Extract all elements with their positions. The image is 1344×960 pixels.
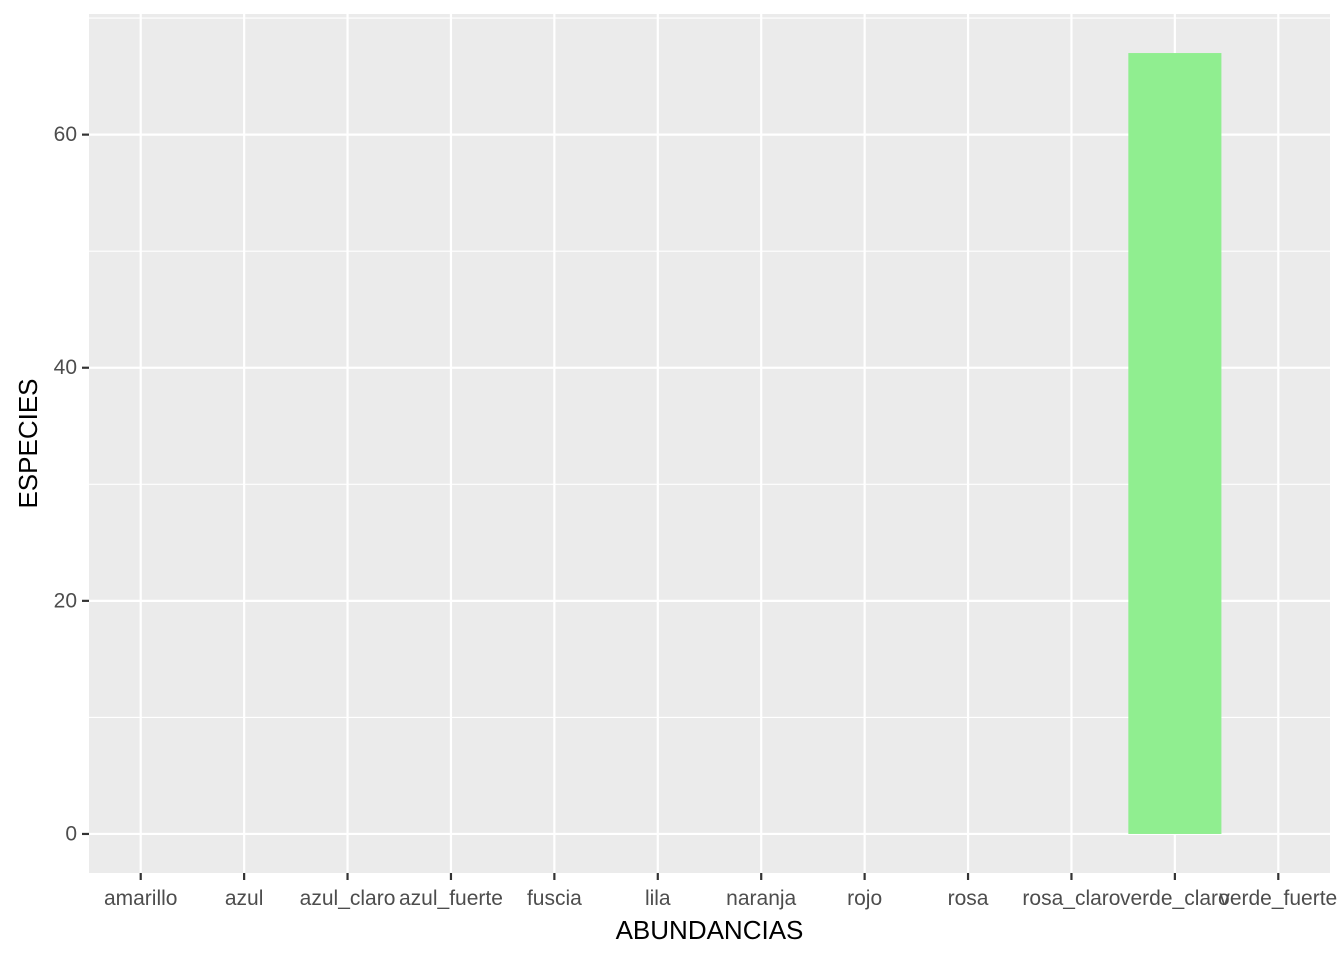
y-tick-label: 60 — [54, 123, 77, 146]
minor-gridlines — [89, 17, 1330, 718]
x-axis-title: ABUNDANCIAS — [616, 915, 804, 945]
y-tick-label: 0 — [65, 822, 77, 845]
y-axis-title: ESPECIES — [13, 378, 43, 508]
x-tick-label: verde_claro — [1120, 887, 1230, 910]
bars — [1128, 53, 1222, 834]
x-tick-label: azul — [225, 887, 264, 910]
x-tick-label: verde_fuerte — [1219, 887, 1337, 910]
bar-verde_claro — [1128, 53, 1222, 834]
x-tick-label: fuscia — [527, 887, 582, 910]
x-axis: amarillo azul azul_claro azul_fuerte fuscia l… — [104, 873, 1337, 910]
x-tick-label: azul_fuerte — [399, 887, 503, 910]
x-tick-label: azul_claro — [300, 887, 396, 910]
x-tick-label: rosa — [948, 887, 989, 910]
y-axis: 0 20 40 60 — [54, 123, 89, 845]
x-tick-label: lila — [645, 887, 671, 910]
x-tick-label: amarillo — [104, 887, 178, 910]
x-tick-label: naranja — [726, 887, 796, 910]
y-tick-label: 40 — [54, 356, 77, 379]
x-tick-label: rojo — [847, 887, 882, 910]
y-tick-label: 20 — [54, 589, 77, 612]
plot-panel — [89, 14, 1330, 873]
x-tick-label: rosa_claro — [1022, 887, 1120, 910]
